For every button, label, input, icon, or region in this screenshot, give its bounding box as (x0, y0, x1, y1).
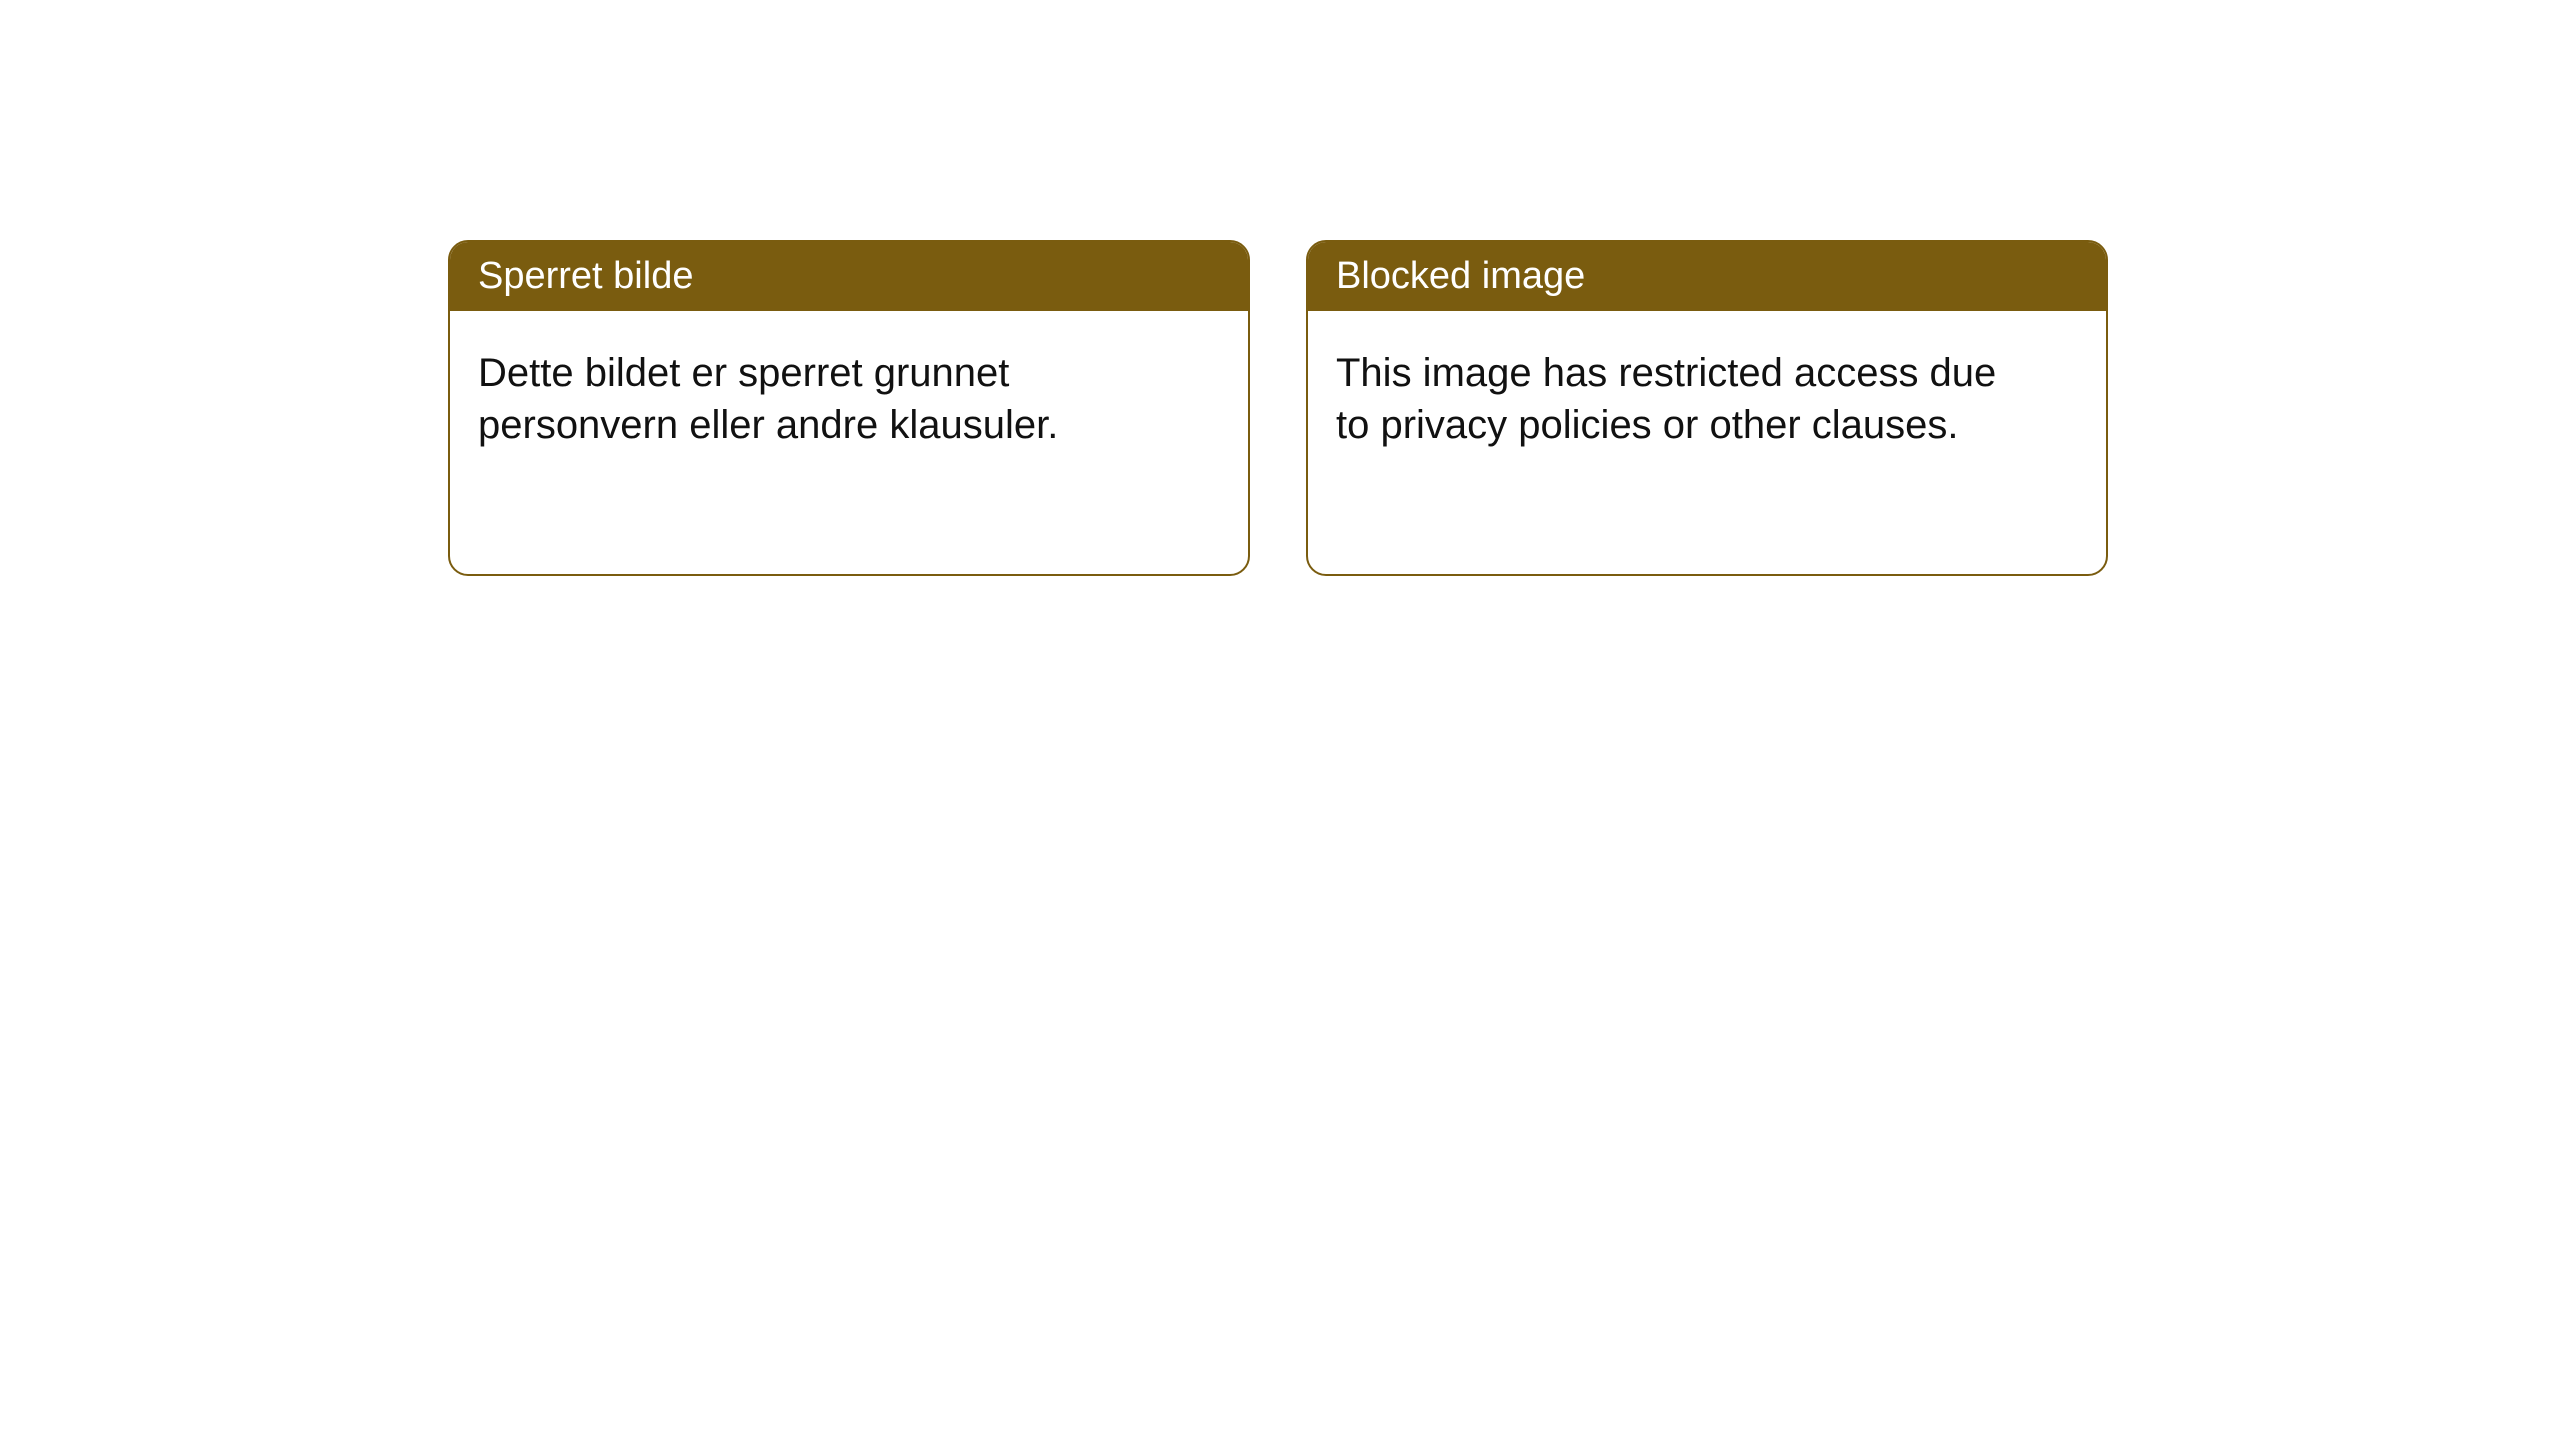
blocked-image-notices: Sperret bilde Dette bildet er sperret gr… (448, 240, 2108, 576)
notice-card-english: Blocked image This image has restricted … (1306, 240, 2108, 576)
notice-body-english: This image has restricted access due to … (1308, 311, 2028, 487)
notice-title-norwegian: Sperret bilde (450, 242, 1248, 311)
notice-card-norwegian: Sperret bilde Dette bildet er sperret gr… (448, 240, 1250, 576)
notice-title-english: Blocked image (1308, 242, 2106, 311)
notice-body-norwegian: Dette bildet er sperret grunnet personve… (450, 311, 1170, 487)
